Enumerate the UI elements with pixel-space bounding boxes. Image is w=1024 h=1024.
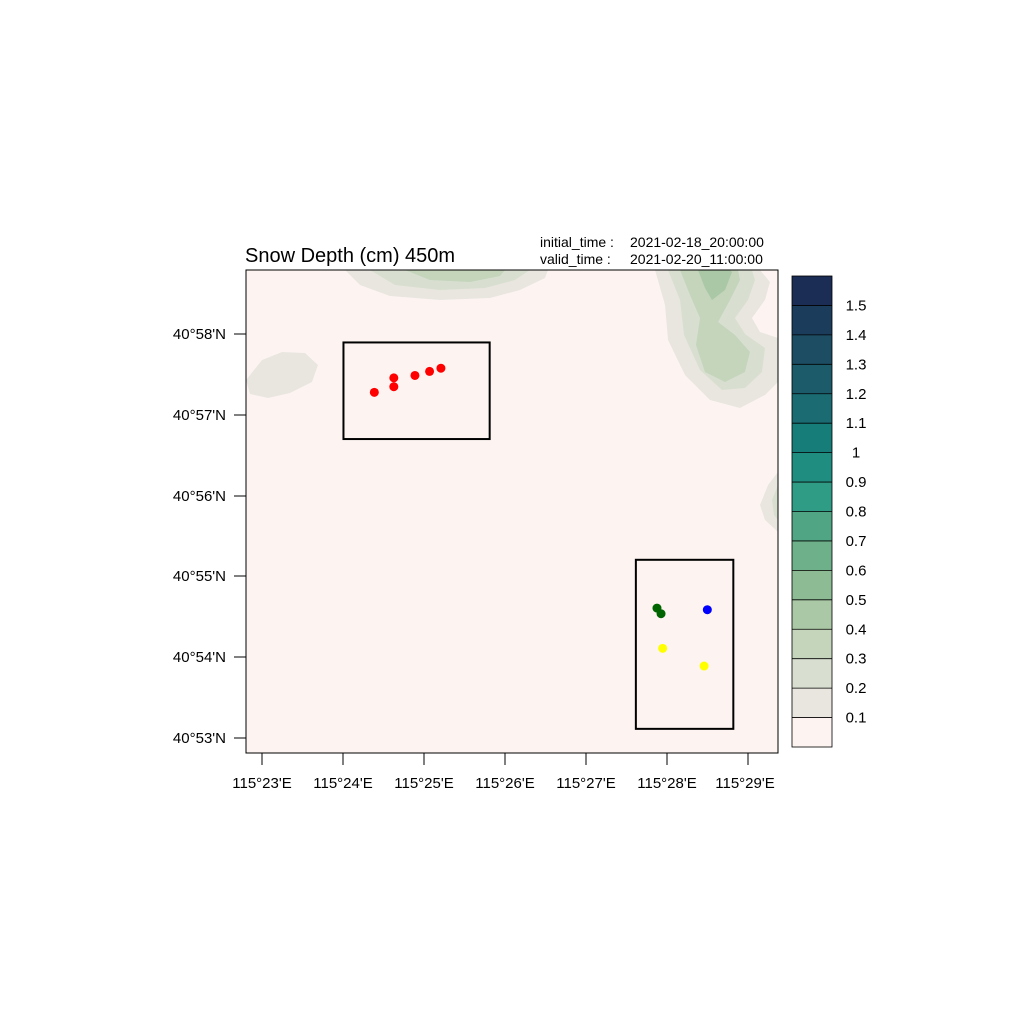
colorbar-frame xyxy=(791,275,833,748)
contour-right-inner xyxy=(680,270,750,382)
contour-right-edge xyxy=(760,472,778,532)
colorbar-swatch xyxy=(792,452,832,483)
colorbar-label: 0.3 xyxy=(846,651,867,668)
colorbar-label: 0.5 xyxy=(846,592,867,609)
colorbar-label: 1.3 xyxy=(846,356,867,373)
colorbar-swatch xyxy=(792,658,832,689)
colorbar-swatch xyxy=(792,511,832,542)
red-station-point xyxy=(389,382,399,392)
x-tick-label: 115°27'E xyxy=(556,775,615,792)
colorbar-label: 1.5 xyxy=(846,297,867,314)
contour-right-core xyxy=(698,270,732,300)
colorbar-label: 1.1 xyxy=(846,415,867,432)
colorbar-label: 1.4 xyxy=(846,327,867,344)
y-tick-label: 40°53'N xyxy=(173,730,226,747)
x-tick-label: 115°29'E xyxy=(715,775,774,792)
x-tick-label: 115°23'E xyxy=(232,775,291,792)
red-station-point xyxy=(425,366,435,376)
map-title: Snow Depth (cm) 450m xyxy=(245,245,455,267)
colorbar-label: 0.6 xyxy=(846,562,867,579)
green-station-point xyxy=(656,609,666,619)
colorbar-swatch xyxy=(792,305,832,336)
x-tick-label: 115°24'E xyxy=(313,775,372,792)
red-station-point xyxy=(369,387,379,397)
y-axis: 40°58'N 40°57'N 40°56'N 40°55'N 40°54'N … xyxy=(173,326,246,747)
y-tick-label: 40°55'N xyxy=(173,568,226,585)
blue-station-point xyxy=(702,605,712,615)
red-station-point xyxy=(410,370,420,380)
valid-time-value: 2021-02-20_11:00:00 xyxy=(630,251,763,267)
plot-area xyxy=(245,269,779,754)
colorbar-label: 0.2 xyxy=(846,680,867,697)
colorbar-label: 0.4 xyxy=(846,621,867,638)
x-tick-label: 115°26'E xyxy=(475,775,534,792)
colorbar-swatch xyxy=(792,540,832,571)
x-tick-label: 115°28'E xyxy=(637,775,696,792)
red-station-point xyxy=(436,363,446,373)
colorbar-label: 1 xyxy=(852,445,860,462)
colorbar-swatch xyxy=(792,423,832,453)
valid-time-label: valid_time : xyxy=(540,251,611,267)
contour-top-inner xyxy=(405,270,505,282)
colorbar-label: 0.9 xyxy=(846,474,867,491)
yellow-station-point xyxy=(699,661,709,671)
yellow-station-point xyxy=(658,643,668,653)
y-tick-label: 40°57'N xyxy=(173,407,226,424)
colorbar-swatch xyxy=(792,482,832,512)
initial-time-value: 2021-02-18_20:00:00 xyxy=(630,234,764,250)
colorbar-swatch xyxy=(792,364,832,395)
plot-frame xyxy=(245,269,779,754)
colorbar-swatch xyxy=(792,334,832,365)
y-tick-label: 40°58'N xyxy=(173,326,226,343)
colorbar-swatch xyxy=(792,688,832,718)
red-station-point xyxy=(389,373,399,383)
colorbar-swatch xyxy=(792,717,832,748)
snow-depth-contours xyxy=(246,270,778,532)
region-box-1 xyxy=(342,341,491,441)
colorbar-swatch xyxy=(792,599,832,630)
colorbar-swatch xyxy=(792,393,832,424)
x-axis: 115°23'E 115°24'E 115°25'E 115°26'E 115°… xyxy=(232,753,775,792)
colorbar: 1.5 1.4 1.3 1.2 1.1 1 0.9 0.8 0.7 0.6 0.5 0.4 0.3 0.2… xyxy=(791,275,867,748)
colorbar-label: 1.2 xyxy=(846,386,867,403)
colorbar-swatch xyxy=(792,629,832,659)
colorbar-swatch xyxy=(792,276,832,306)
colorbar-label: 0.1 xyxy=(846,710,867,727)
contour-left-patch xyxy=(246,352,318,398)
initial-time-label: initial_time : xyxy=(540,234,614,250)
colorbar-label: 0.7 xyxy=(846,533,867,550)
colorbar-label: 0.8 xyxy=(846,504,867,521)
region-box-2 xyxy=(634,558,735,730)
x-tick-label: 115°25'E xyxy=(394,775,453,792)
region-boxes xyxy=(342,341,735,730)
colorbar-swatch xyxy=(792,570,832,601)
y-tick-label: 40°56'N xyxy=(173,488,226,505)
y-tick-label: 40°54'N xyxy=(173,649,226,666)
contour-right-edge-inner xyxy=(772,485,778,520)
station-points xyxy=(369,363,712,671)
